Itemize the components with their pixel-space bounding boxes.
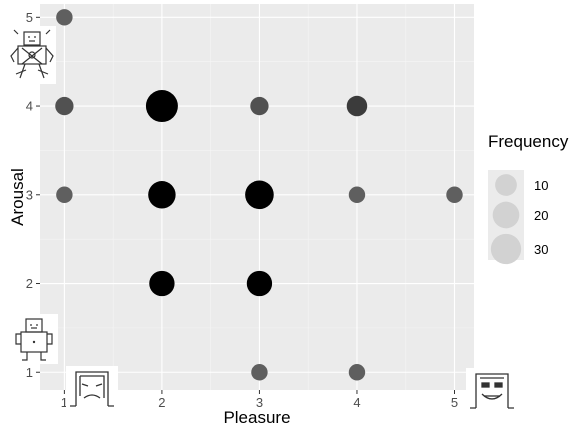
legend-key [495,174,517,196]
y-tick-label: 1 [26,365,33,380]
legend-label: 20 [534,208,548,223]
legend-title: Frequency [488,132,569,151]
data-point [346,95,368,117]
sam-pleasure-low-icon [66,366,118,412]
y-tick-label: 2 [26,276,33,291]
x-tick-label: 1 [61,395,68,410]
data-point [348,186,366,204]
legend-key [492,201,520,229]
data-point [446,186,463,204]
data-point [251,364,268,381]
sam-arousal-high-icon [8,26,56,84]
y-axis-ticks: 1 2 3 4 5 [26,10,40,380]
data-point [245,180,274,210]
legend: 10 20 30 [488,170,548,265]
legend-label: 10 [534,178,548,193]
x-tick-label: 3 [256,395,263,410]
data-point [56,186,73,204]
y-axis-title: Arousal [8,168,27,226]
data-point [348,364,366,381]
x-tick-label: 2 [158,395,165,410]
data-points [55,9,463,381]
x-tick-label: 4 [353,395,360,410]
data-point [149,270,175,297]
x-axis-ticks: 1 2 3 4 5 [61,390,458,410]
y-tick-label: 5 [26,10,33,25]
data-point [250,96,269,116]
y-tick-label: 4 [26,99,33,114]
sam-arousal-low-icon [12,314,58,364]
data-point [246,270,273,297]
legend-label: 30 [534,242,548,257]
data-point [55,96,74,116]
data-point [148,181,176,209]
y-tick-label: 3 [26,187,33,202]
sam-pleasure-high-icon [466,368,518,412]
data-point [56,9,73,26]
data-point [145,90,178,123]
x-axis-title: Pleasure [223,408,290,427]
x-tick-label: 5 [451,395,458,410]
legend-key [490,233,522,265]
